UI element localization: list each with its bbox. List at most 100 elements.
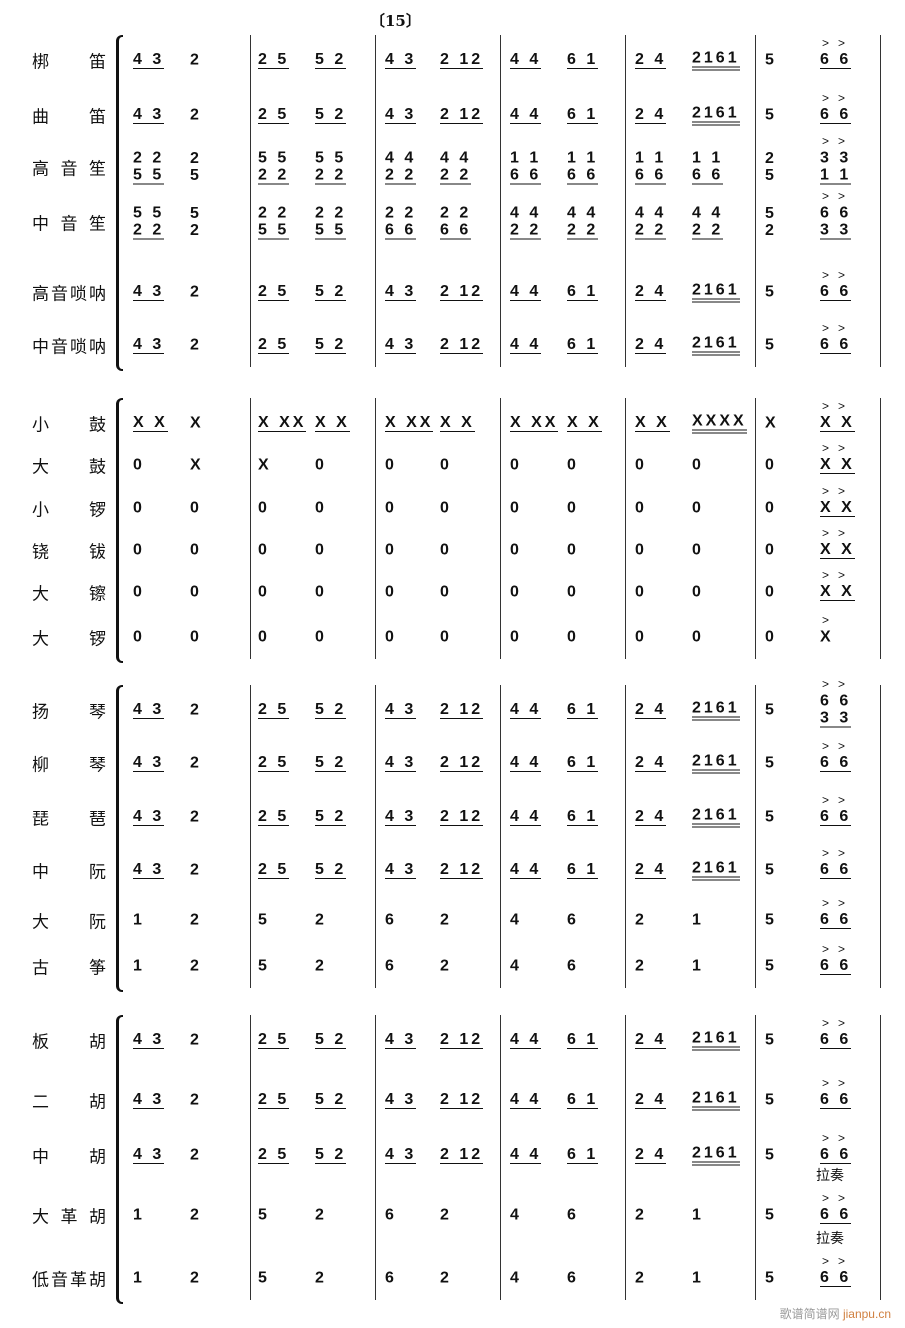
note-line: 6 6 xyxy=(820,106,852,124)
note-beat: 6 1 xyxy=(567,1031,599,1049)
note-beat: 5 2 xyxy=(315,1146,347,1164)
note-line: 2 12 xyxy=(440,861,484,879)
note-line: 5 5 xyxy=(258,221,290,240)
note-line: 2 5 xyxy=(258,336,290,354)
note-beat: X XX xyxy=(258,414,307,432)
note-beat: 4 3 xyxy=(385,283,417,301)
note-line: 1 1 xyxy=(692,149,724,167)
note-beat: 0 xyxy=(315,629,327,646)
note-line: 5 5 xyxy=(315,149,347,167)
note-line: 6 6 xyxy=(820,1269,852,1287)
note-beat: 4 3 xyxy=(385,754,417,772)
note-line: 2 xyxy=(190,106,202,124)
note-line: 5 xyxy=(765,1269,777,1287)
accent-marks: >> xyxy=(822,896,855,910)
note-beat: 4 3 xyxy=(385,336,417,354)
note-beat: 4 3 xyxy=(385,861,417,879)
note-beat: 0 xyxy=(133,584,145,601)
note-line: 2 2 xyxy=(440,166,472,185)
note-beat: 0 xyxy=(440,542,452,559)
watermark-text: 歌谱简谱网 xyxy=(779,1307,840,1321)
instrument-label: 柳琴 xyxy=(32,755,106,776)
note-beat: 2 xyxy=(635,958,647,975)
note-line: 4 4 xyxy=(692,204,724,222)
note-beat: 2 4 xyxy=(635,336,667,354)
note-line: 0 xyxy=(635,628,647,646)
note-beat: 0 xyxy=(567,629,579,646)
note-beat: 0 xyxy=(635,629,647,646)
note-beat: 0 xyxy=(635,584,647,601)
note-beat: 2 xyxy=(190,702,202,719)
note-beat: 6 1 xyxy=(567,754,599,772)
note-line: 6 6 xyxy=(510,166,542,185)
note-line: 2 xyxy=(190,957,202,975)
note-line: 0 xyxy=(765,583,777,601)
note-beat: 2 5 xyxy=(258,106,290,124)
note-beat: 4 xyxy=(510,1207,522,1224)
note-beat: 0 xyxy=(258,584,270,601)
note-line: 0 xyxy=(635,541,647,559)
instrument-label: 曲笛 xyxy=(32,107,106,128)
note-line: 2 xyxy=(315,1206,327,1224)
note-beat: 2 5 xyxy=(258,1091,290,1109)
note-beat: 0 xyxy=(765,584,777,601)
note-line: X X xyxy=(820,414,855,432)
note-line: 1 xyxy=(692,957,704,975)
accent-marks: >> xyxy=(822,846,855,860)
note-line: 2 2 xyxy=(440,204,472,222)
note-line: 1 xyxy=(692,911,704,929)
note-line: 0 xyxy=(385,499,397,517)
note-line: 6 6 xyxy=(567,166,599,185)
note-line: 2 12 xyxy=(440,106,484,124)
note-line: 6 6 xyxy=(385,221,417,240)
note-beat: 4 4 xyxy=(510,1146,542,1164)
note-beat: 6 6 xyxy=(820,336,852,354)
note-beat: X X xyxy=(440,414,475,432)
note-beat: 5 xyxy=(765,809,777,826)
instrument-label: 大镲 xyxy=(32,584,106,605)
note-beat: 2 xyxy=(440,1270,452,1287)
note-line: 2161 xyxy=(692,50,740,71)
barline xyxy=(250,35,251,367)
note-line: 2 xyxy=(190,808,202,826)
note-line: 4 xyxy=(510,1206,522,1224)
note-line: 2 4 xyxy=(635,51,667,69)
note-line: 4 3 xyxy=(133,51,165,69)
note-beat: 2 xyxy=(190,107,202,124)
watermark-domain: jianpu.cn xyxy=(842,1307,891,1321)
note-beat: 2 xyxy=(190,912,202,929)
note-beat: 5 xyxy=(765,958,777,975)
note-beat: 6 6 xyxy=(820,754,852,772)
note-beat: 6 6 xyxy=(820,283,852,301)
note-beat: 4 4 xyxy=(510,1091,542,1109)
note-line: 4 4 xyxy=(510,106,542,124)
note-beat: 4 3 xyxy=(385,701,417,719)
note-line: 2 12 xyxy=(440,754,484,772)
note-line: 2 12 xyxy=(440,1146,484,1164)
accent-marks: >> xyxy=(822,321,855,335)
instrument-label: 板胡 xyxy=(32,1032,106,1053)
note-beat: 5 2 xyxy=(315,51,347,69)
note-line: 4 3 xyxy=(385,754,417,772)
note-line: 0 xyxy=(510,456,522,474)
note-beat: 0 xyxy=(133,500,145,517)
note-line: 4 3 xyxy=(385,1146,417,1164)
accent-marks: >> xyxy=(822,189,855,203)
note-line: 2161 xyxy=(692,753,740,774)
note-beat: 5 xyxy=(765,755,777,772)
barline xyxy=(625,1015,626,1300)
accent-marks: >> xyxy=(822,739,855,753)
note-beat: 2 xyxy=(190,809,202,826)
note-line: 5 xyxy=(765,283,777,301)
note-line: 2 5 xyxy=(258,1031,290,1049)
note-beat: 2161 xyxy=(692,860,740,881)
note-beat: 2161 xyxy=(692,700,740,721)
note-beat: 5 xyxy=(765,284,777,301)
note-beat: 2 xyxy=(635,1207,647,1224)
note-line: 0 xyxy=(315,456,327,474)
